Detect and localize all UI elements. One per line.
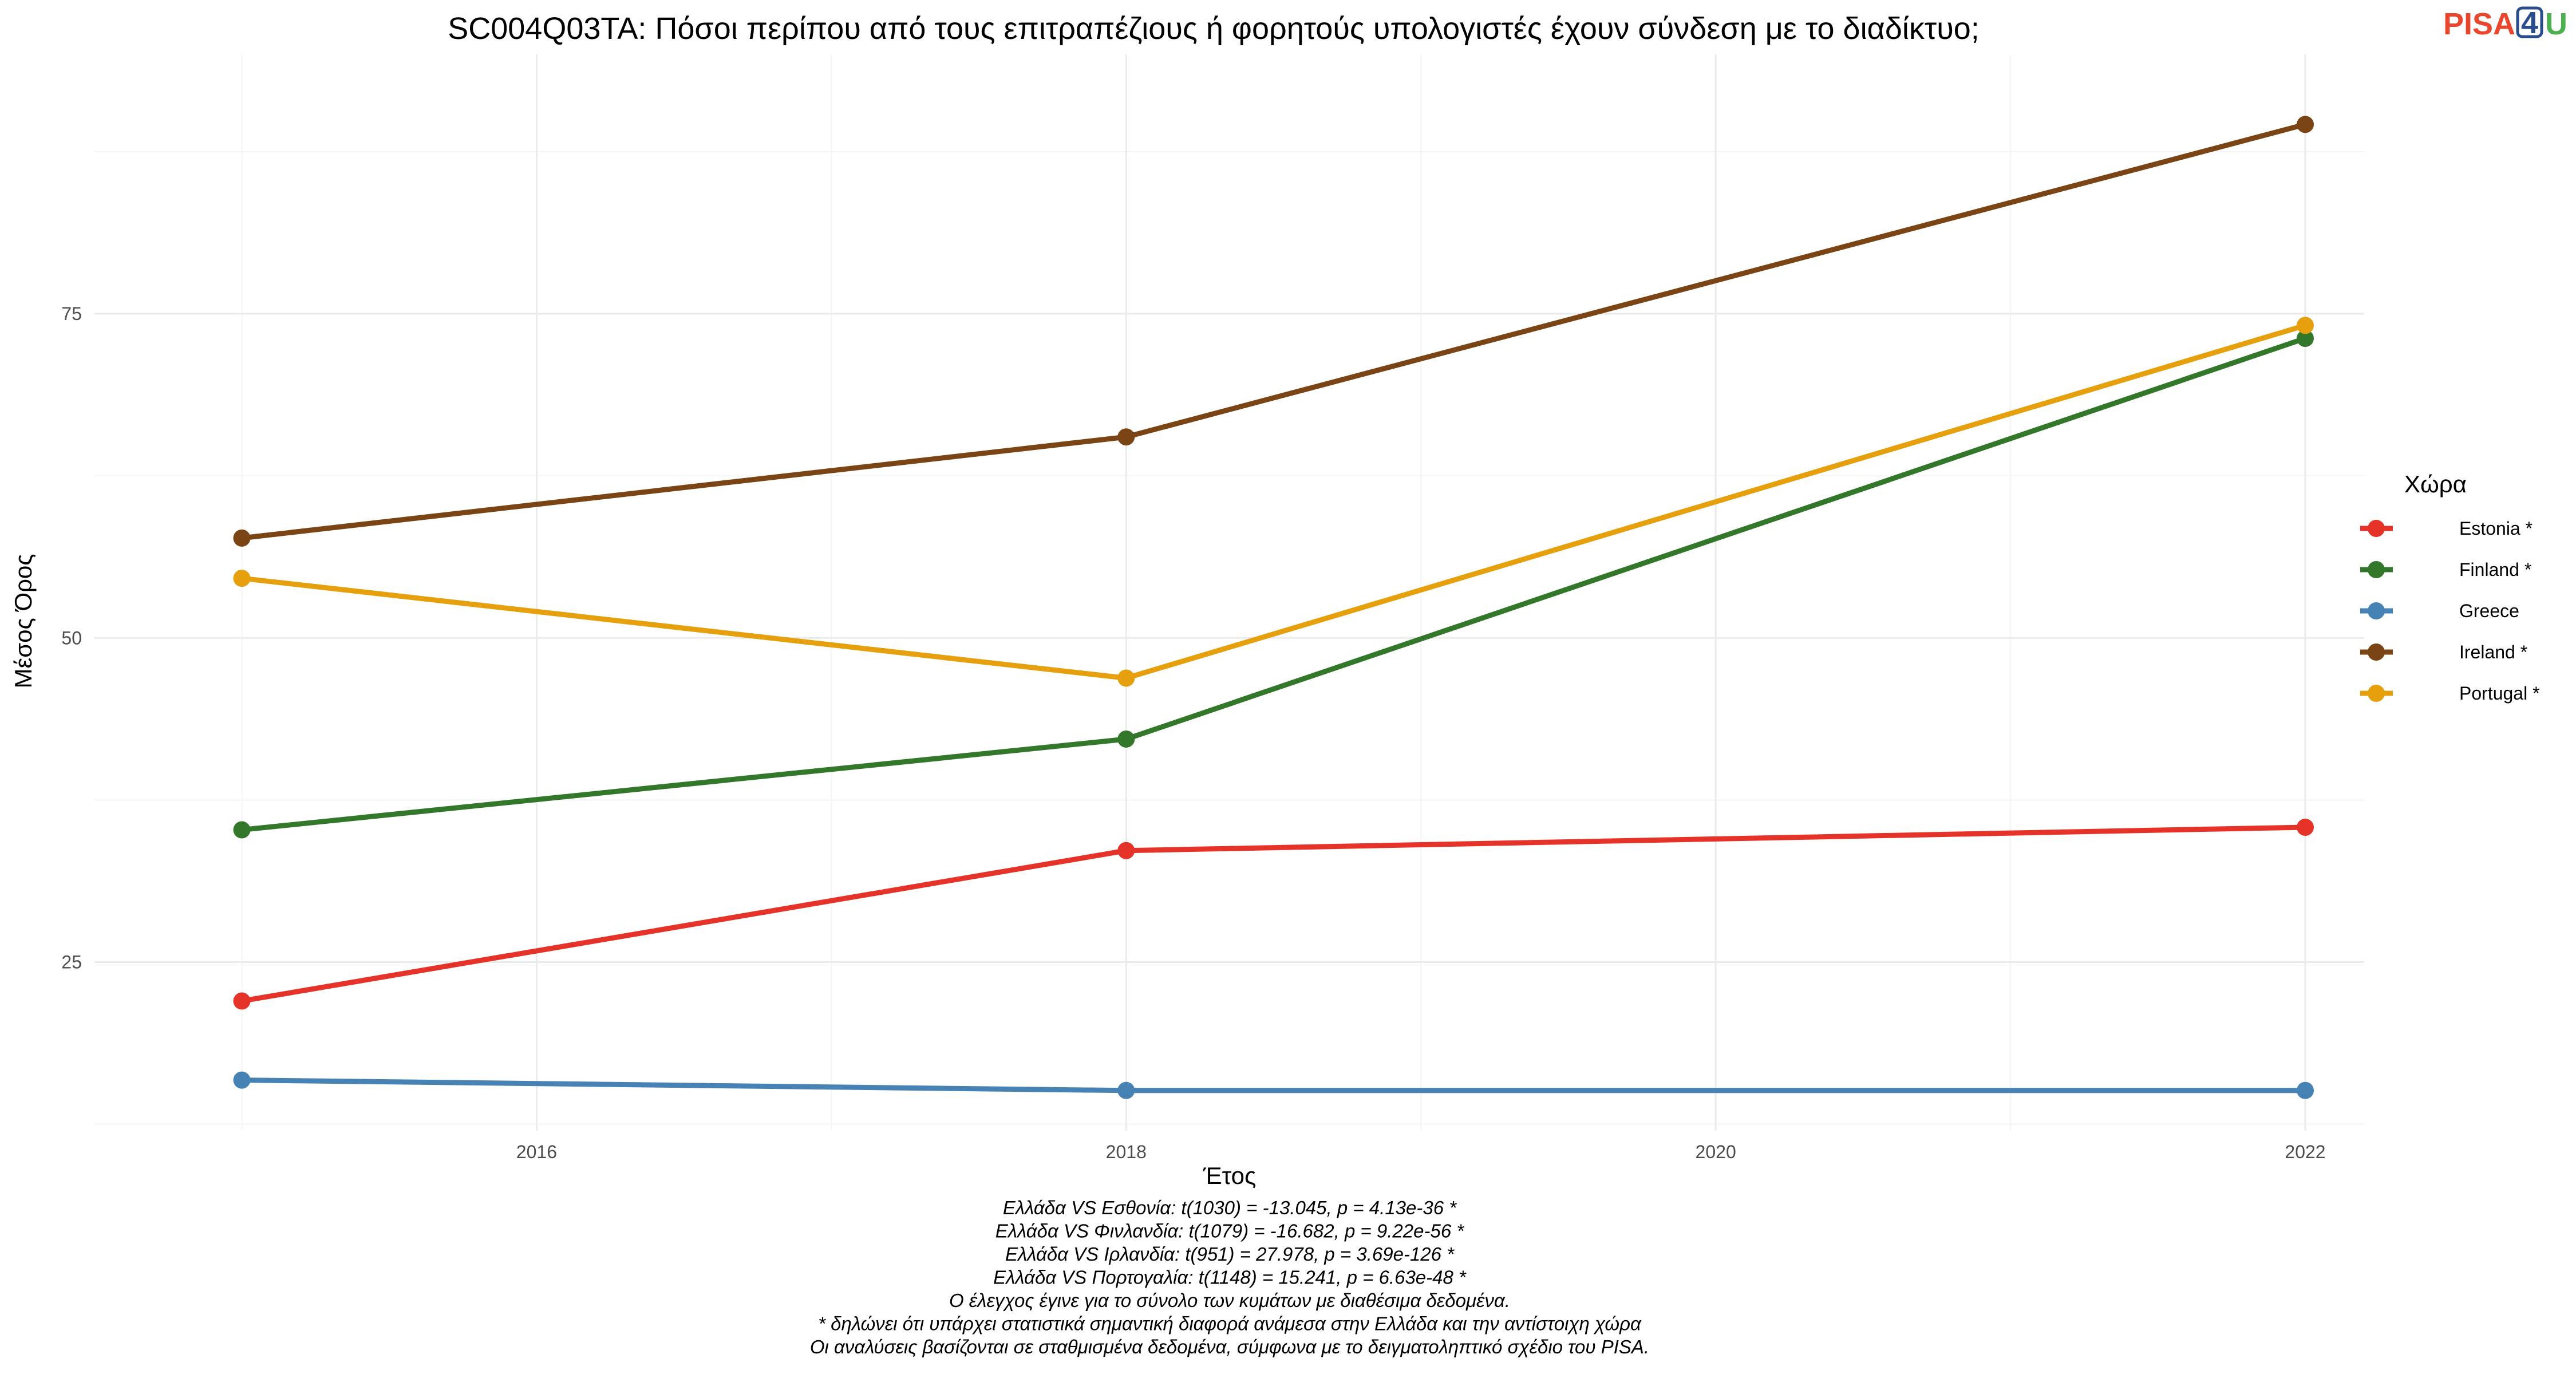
y-tick-label: 50 [61, 627, 82, 648]
caption-line: Ελλάδα VS Φινλανδία: t(1079) = -16.682, … [995, 1221, 1465, 1242]
legend-item: Greece [2360, 601, 2519, 621]
legend-label: Portugal * [2459, 683, 2540, 704]
data-point [2297, 317, 2314, 334]
legend-item: Finland * [2360, 559, 2531, 580]
series-line [239, 824, 2308, 1004]
data-point [233, 529, 251, 547]
caption-line: Ελλάδα VS Ιρλανδία: t(951) = 27.978, p =… [1005, 1243, 1455, 1265]
data-point [1117, 428, 1135, 446]
series-group [233, 116, 2314, 1099]
logo-text-u: U [2545, 7, 2567, 41]
x-axis-ticks: 2016 2018 2020 2022 [516, 1142, 2326, 1162]
data-point [1117, 730, 1135, 748]
legend-label: Finland * [2459, 559, 2531, 580]
data-point [1117, 1081, 1135, 1099]
logo-box [2516, 6, 2543, 38]
legend-marker [2368, 602, 2385, 619]
series [233, 116, 2314, 547]
data-point [2297, 818, 2314, 836]
caption-line: Οι αναλύσεις βασίζονται σε σταθμισμένα δ… [810, 1336, 1649, 1357]
legend-marker [2368, 643, 2385, 661]
legend-marker [2368, 561, 2385, 578]
data-point [2297, 1081, 2314, 1099]
data-point [1117, 669, 1135, 687]
legend-marker [2368, 520, 2385, 537]
caption-line: Ελλάδα VS Εσθονία: t(1030) = -13.045, p … [1003, 1197, 1457, 1218]
y-axis-ticks: 25 50 75 [61, 303, 82, 973]
y-axis-title: Μέσος Όρος [10, 554, 37, 689]
legend-item: Estonia * [2360, 518, 2532, 539]
logo-text-4: 4 [2521, 6, 2538, 40]
legend-label: Estonia * [2459, 518, 2532, 539]
legend-item: Ireland * [2360, 642, 2527, 662]
data-point [233, 570, 251, 587]
data-point [233, 992, 251, 1010]
pisa4u-logo: PISA 4 U [2443, 6, 2567, 41]
legend-marker [2368, 685, 2385, 702]
caption-line: Ο έλεγχος έγινε για το σύνολο των κυμάτω… [949, 1290, 1510, 1311]
legend-item: Portugal * [2360, 683, 2540, 704]
legend-label: Greece [2459, 601, 2519, 621]
x-tick-label: 2016 [516, 1142, 557, 1162]
data-point [233, 1071, 251, 1089]
series-line [239, 1077, 2308, 1093]
y-tick-label: 25 [61, 952, 82, 973]
data-point [1117, 842, 1135, 859]
series [233, 317, 2314, 687]
series-line [239, 335, 2308, 833]
logo-text-pisa: PISA [2443, 7, 2515, 41]
data-point [2297, 330, 2314, 348]
caption: Ελλάδα VS Εσθονία: t(1030) = -13.045, p … [810, 1197, 1649, 1357]
caption-line: Ελλάδα VS Πορτογαλία: t(1148) = 15.241, … [993, 1267, 1467, 1288]
chart-title: SC004Q03TA: Πόσοι περίπου από τους επιτρ… [448, 11, 1980, 46]
x-tick-label: 2018 [1106, 1142, 1147, 1162]
caption-line: * δηλώνει ότι υπάρχει στατιστικά σημαντι… [818, 1313, 1642, 1334]
series [233, 330, 2314, 839]
series [233, 1071, 2314, 1099]
y-tick-label: 75 [61, 303, 82, 324]
x-axis-title: Έτος [1203, 1162, 1257, 1189]
data-point [2297, 116, 2314, 133]
legend: Estonia * Finland * Greece Ireland * Portuga… [2360, 518, 2540, 704]
data-point [233, 821, 251, 839]
legend-label: Ireland * [2459, 642, 2527, 662]
legend-title: Χώρα [2404, 471, 2467, 498]
series [233, 818, 2314, 1010]
x-tick-label: 2022 [2285, 1142, 2325, 1162]
x-tick-label: 2020 [1696, 1142, 1736, 1162]
